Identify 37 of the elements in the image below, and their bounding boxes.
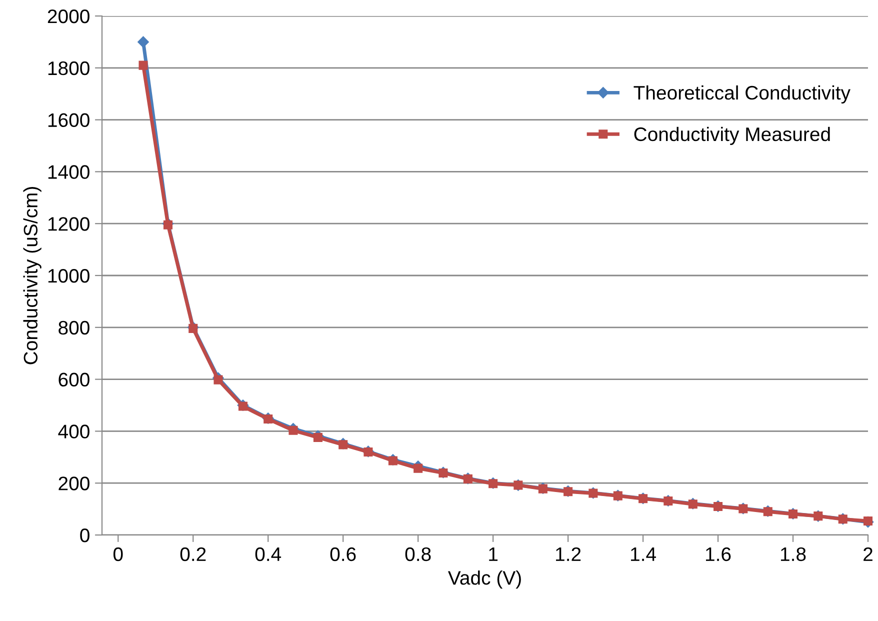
point [238,402,248,411]
y-axis-title: Conductivity (uS/cm) [23,187,42,364]
x-tick-label: 0.4 [255,547,282,562]
x-tick-label: 2 [864,547,872,561]
y-tick-label: 600 [58,372,90,387]
point [388,456,398,466]
legend-label: Conductivity Measured [634,126,830,145]
x-tick-label: 1 [489,548,498,561]
point [138,60,148,70]
legend-label: Theoreticcal Conductivity [634,85,850,104]
y-tick-label: 1800 [48,61,90,76]
x-tick-label: 0.6 [330,547,356,562]
x-tick-label: 1.2 [556,547,581,561]
y-tick-label: 800 [58,320,90,335]
point [214,375,223,384]
point [138,36,149,48]
x-tick-label: 0 [113,547,123,562]
point [313,432,322,442]
y-tick-label: 1200 [48,217,90,231]
y-tick-label: 1600 [48,113,90,128]
y-tick-label: 0 [80,528,90,542]
x-tick-label: 1.8 [780,547,806,562]
point [163,220,173,230]
x-tick-label: 1.6 [706,547,731,562]
y-tick-label: 1400 [48,165,90,179]
x-tick-label: 0.8 [405,547,431,562]
y-tick-label: 2000 [48,9,90,24]
y-tick-label: 200 [58,476,90,490]
x-tick-label: 1.4 [631,548,656,561]
y-tick-label: 400 [58,424,90,438]
point [414,464,423,473]
y-tick-label: 1000 [48,268,90,283]
x-tick-label: 0.2 [180,547,206,562]
point [288,426,298,435]
point [338,440,348,450]
point [863,516,873,526]
x-axis-title: Vadc (V) [448,570,521,589]
